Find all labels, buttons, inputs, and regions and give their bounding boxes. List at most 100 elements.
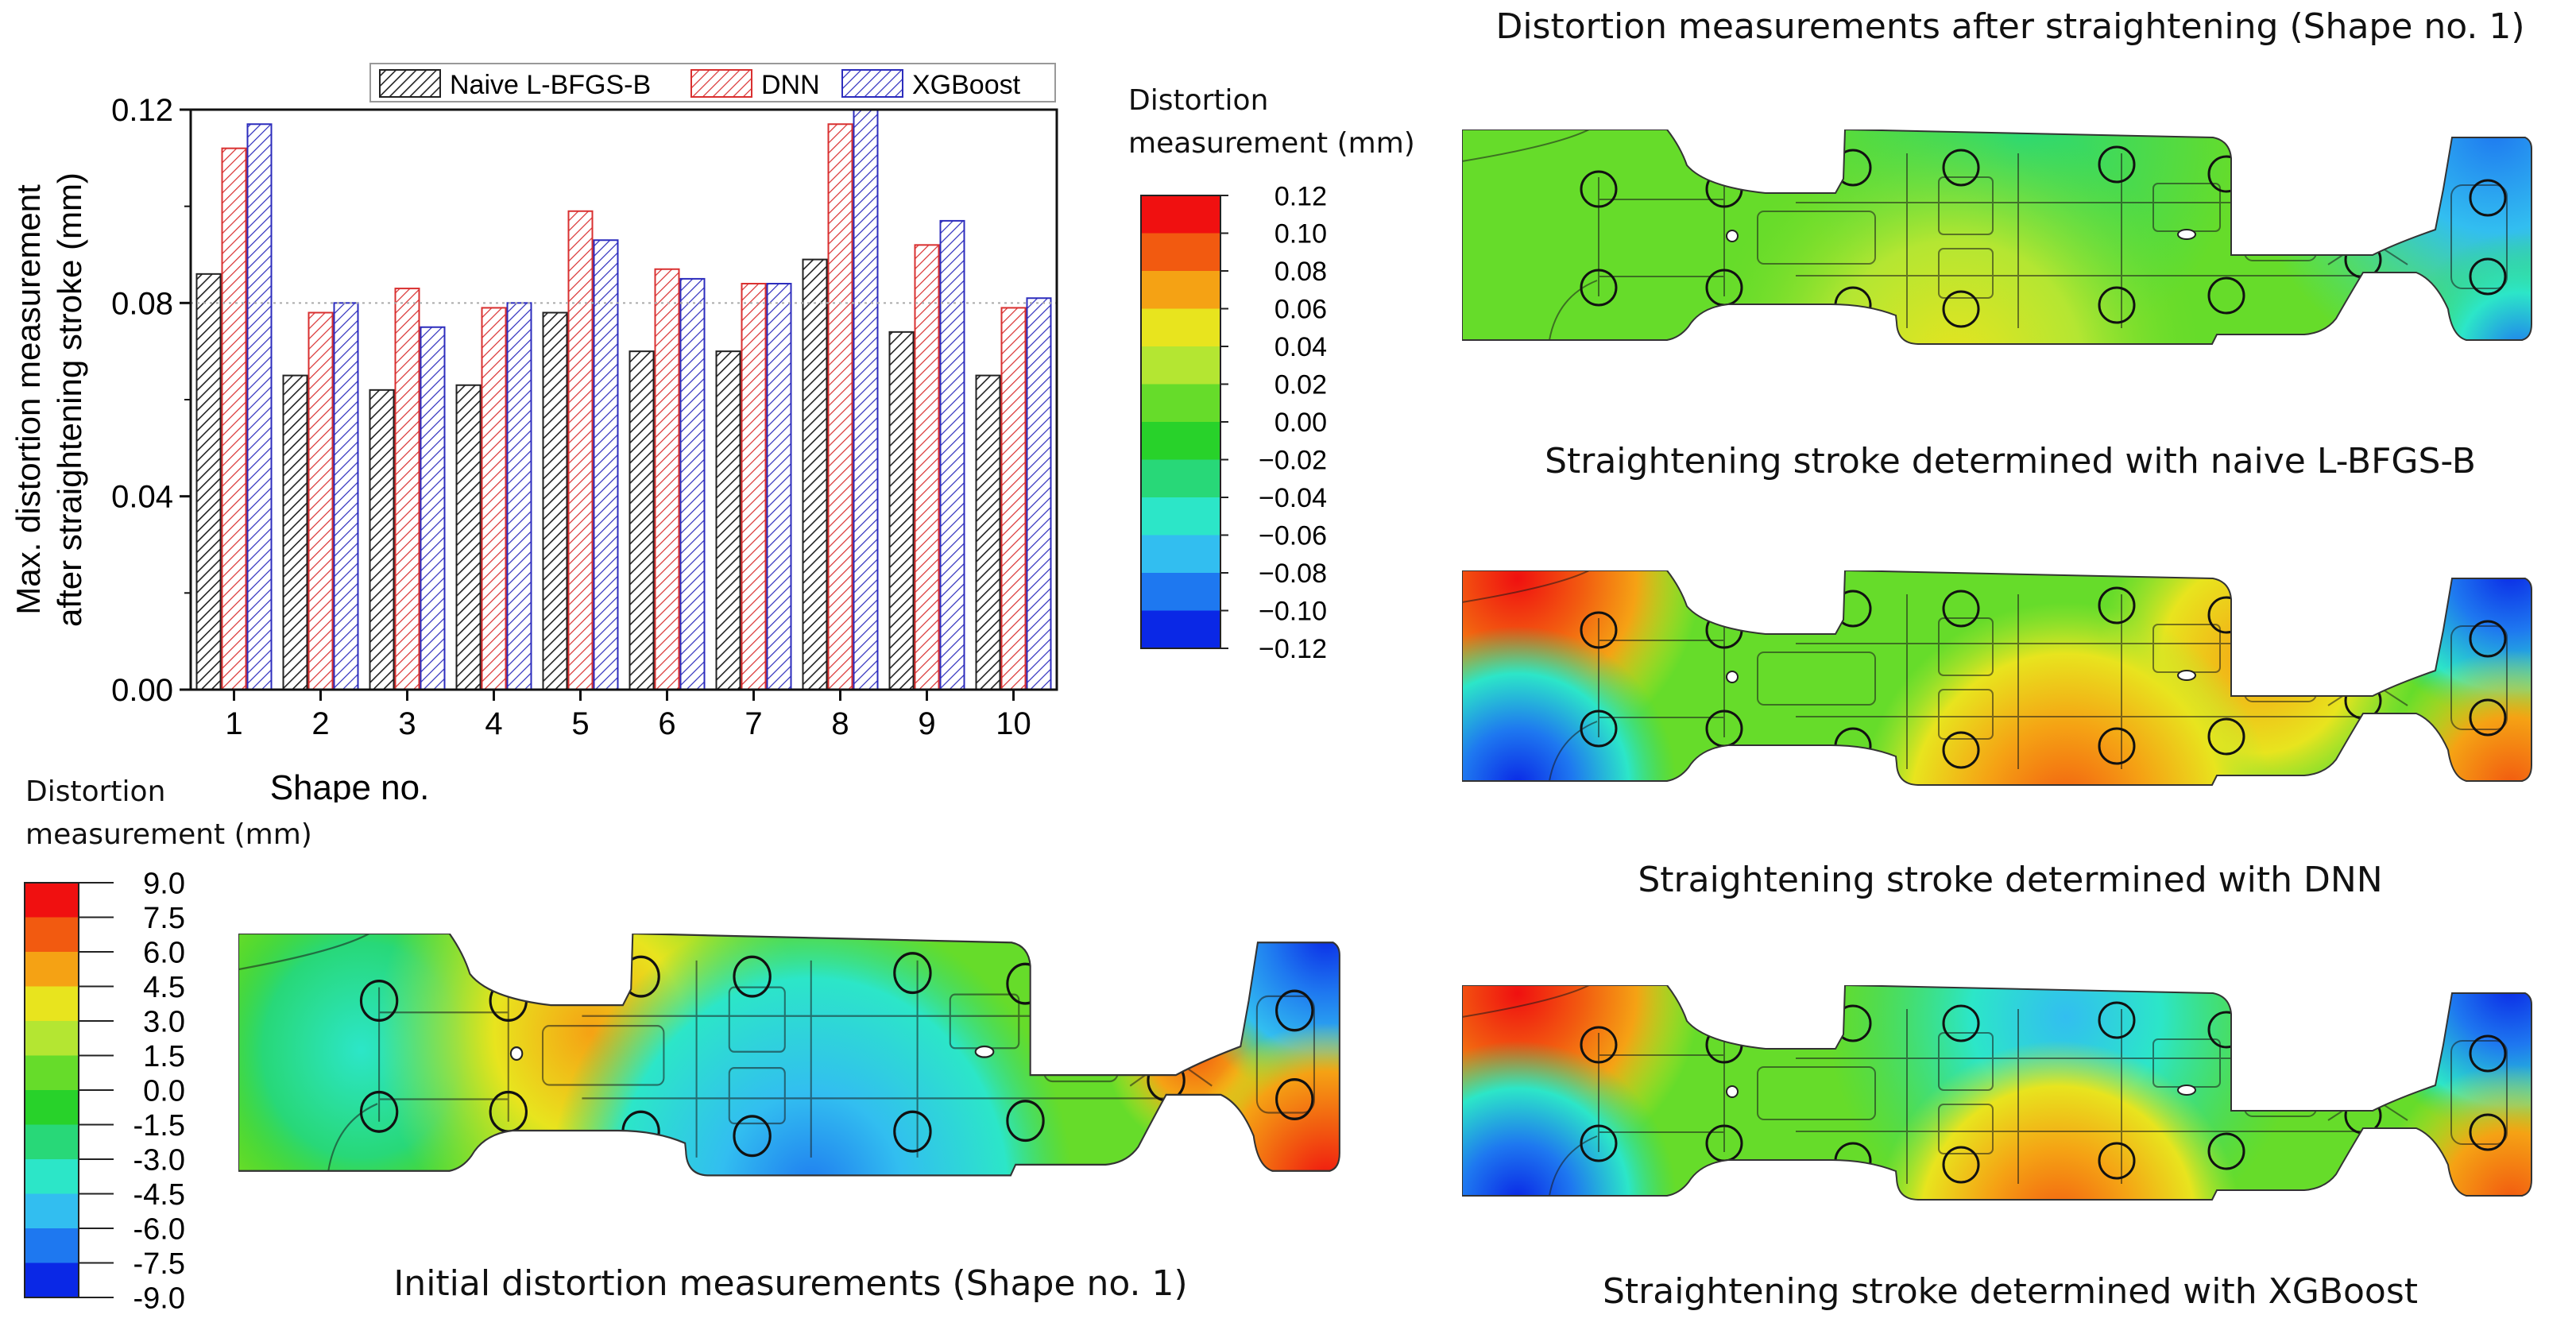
bar-xgboost-shape-5 bbox=[593, 239, 619, 690]
y-tick-label: 0.00 bbox=[111, 673, 173, 708]
bar-dnn-shape-1 bbox=[221, 147, 247, 690]
bar-naive-l-bfgs-b-shape-2 bbox=[282, 374, 308, 690]
bar-naive-l-bfgs-b-shape-5 bbox=[542, 311, 568, 690]
colorbar-large-title: Distortion measurement (mm) bbox=[25, 775, 312, 851]
x-tick-label: 2 bbox=[311, 706, 329, 741]
colorbar-label: -7.5 bbox=[133, 1247, 185, 1281]
x-tick-label: 10 bbox=[996, 706, 1031, 741]
colorbar-band bbox=[1141, 271, 1220, 309]
colorbar-label: 0.02 bbox=[1274, 370, 1327, 400]
colorbar-large: 9.07.56.04.53.01.50.0-1.5-3.0-4.5-6.0-7.… bbox=[24, 870, 185, 1315]
bar-xgboost-shape-6 bbox=[679, 277, 706, 690]
colorbar-label: −0.04 bbox=[1259, 483, 1327, 513]
x-tick-label: 7 bbox=[745, 706, 762, 741]
colorbar-label: -6.0 bbox=[133, 1213, 185, 1247]
colorbar-band bbox=[1141, 459, 1220, 497]
colorbar-band bbox=[25, 1055, 79, 1090]
legend-label: Naive L-BFGS-B bbox=[450, 70, 651, 100]
contour-plot-naive-lbfgsb bbox=[1462, 130, 2532, 345]
caption-xgboost: Straightening stroke determined with XGB… bbox=[1602, 1271, 2419, 1312]
colorbar-label: -9.0 bbox=[133, 1282, 185, 1315]
colorbar-band bbox=[25, 1124, 79, 1159]
colorbar-label: 9.0 bbox=[143, 870, 185, 901]
x-axis-ticks: 1 2 3 4 5 6 7 8 9 10 bbox=[225, 690, 1031, 741]
bar-xgboost-shape-10 bbox=[1026, 297, 1052, 690]
colorbar-label: -1.5 bbox=[133, 1109, 185, 1143]
colorbar-band bbox=[25, 917, 79, 952]
colorbar-label: 1.5 bbox=[143, 1040, 185, 1073]
bar-naive-l-bfgs-b-shape-3 bbox=[369, 389, 395, 690]
colorbar-band bbox=[1141, 233, 1220, 271]
colorbar-small-title: Distortion measurement (mm) bbox=[1128, 84, 1415, 160]
bar-dnn-shape-5 bbox=[567, 210, 594, 690]
colorbar-label: 0.04 bbox=[1274, 332, 1327, 362]
x-tick-label: 6 bbox=[658, 706, 675, 741]
svg-text:Max. distortion measurement: Max. distortion measurement bbox=[10, 184, 47, 615]
caption-naive-lbfgsb: Straightening stroke determined with nai… bbox=[1545, 441, 2476, 481]
bar-chart: 0.00 0.04 0.08 0.12 1 2 3 4 5 6 7 8 9 10 Shape no. M… bbox=[10, 63, 1058, 802]
legend: Naive L-BFGS-B DNN XGBoost bbox=[369, 63, 1056, 102]
x-tick-label: 5 bbox=[571, 706, 589, 741]
x-tick-label: 9 bbox=[918, 706, 935, 741]
contour-header: Distortion measurements after straighten… bbox=[1495, 6, 2525, 47]
bar-naive-l-bfgs-b-shape-9 bbox=[888, 331, 915, 690]
colorbar-label: -4.5 bbox=[133, 1178, 185, 1212]
legend-label: XGBoost bbox=[912, 70, 1021, 100]
colorbar-label: 0.12 bbox=[1274, 183, 1327, 211]
colorbar-label: 7.5 bbox=[143, 902, 185, 935]
colorbar-band bbox=[1141, 573, 1220, 611]
colorbar-band bbox=[1141, 308, 1220, 346]
bar-dnn-shape-8 bbox=[827, 123, 853, 690]
x-tick-label: 8 bbox=[831, 706, 849, 741]
bar-xgboost-shape-4 bbox=[506, 302, 532, 690]
bar-naive-l-bfgs-b-shape-8 bbox=[802, 258, 828, 691]
y-tick-label: 0.12 bbox=[111, 93, 173, 128]
bar-dnn-shape-4 bbox=[481, 307, 507, 690]
colorbar-band bbox=[1141, 422, 1220, 460]
colorbar-label: 4.5 bbox=[143, 971, 185, 1004]
colorbar-band bbox=[25, 1228, 79, 1263]
contour-plot-initial bbox=[238, 934, 1340, 1177]
y-axis-ticks: 0.00 0.04 0.08 0.12 bbox=[111, 93, 191, 708]
legend-label: DNN bbox=[761, 70, 820, 100]
colorbar-label: −0.02 bbox=[1259, 446, 1327, 476]
colorbar-band bbox=[25, 1090, 79, 1125]
bar-xgboost-shape-3 bbox=[420, 326, 446, 690]
colorbar-band bbox=[25, 1262, 79, 1297]
caption-dnn: Straightening stroke determined with DNN bbox=[1638, 860, 2383, 900]
bar-dnn-shape-3 bbox=[394, 288, 420, 690]
colorbar-band bbox=[1141, 195, 1220, 234]
colorbar-band bbox=[25, 1021, 79, 1056]
y-tick-label: 0.04 bbox=[111, 480, 173, 515]
bar-naive-l-bfgs-b-shape-4 bbox=[455, 384, 482, 690]
colorbar-label: −0.10 bbox=[1259, 597, 1327, 627]
colorbar-label: -3.0 bbox=[133, 1144, 185, 1177]
colorbar-label: 0.06 bbox=[1274, 295, 1327, 325]
colorbar-band bbox=[1141, 497, 1220, 536]
bar-dnn-shape-6 bbox=[654, 268, 680, 690]
svg-text:after straightening stroke (mm: after straightening stroke (mm) bbox=[51, 172, 88, 627]
colorbar-band bbox=[25, 952, 79, 987]
colorbar-label: 0.08 bbox=[1274, 257, 1327, 287]
legend-swatch bbox=[690, 69, 752, 98]
bar-naive-l-bfgs-b-shape-6 bbox=[629, 350, 655, 690]
colorbar-band bbox=[1141, 346, 1220, 385]
contour-plot-xgboost bbox=[1462, 985, 2532, 1201]
colorbar-band bbox=[25, 1193, 79, 1228]
colorbar-label: −0.12 bbox=[1259, 634, 1327, 664]
colorbar-label: 3.0 bbox=[143, 1006, 185, 1039]
bar-naive-l-bfgs-b-shape-10 bbox=[975, 374, 1001, 690]
colorbar-band bbox=[1141, 610, 1220, 648]
bar-dnn-shape-9 bbox=[914, 244, 940, 691]
bar-dnn-shape-7 bbox=[741, 283, 767, 690]
bar-xgboost-shape-2 bbox=[333, 302, 359, 690]
colorbar-label: −0.08 bbox=[1259, 559, 1327, 589]
colorbar-band bbox=[25, 883, 79, 918]
colorbar-small: 0.12 0.10 0.08 0.06 0.04 0.02 0.00 −0.02 −0.04 −0… bbox=[1140, 183, 1327, 664]
bar-series-group bbox=[195, 109, 1052, 691]
bar-xgboost-shape-7 bbox=[766, 283, 792, 690]
x-tick-label: 4 bbox=[485, 706, 502, 741]
legend-swatch bbox=[841, 69, 903, 98]
x-tick-label: 1 bbox=[225, 706, 242, 741]
colorbar-label: 6.0 bbox=[143, 937, 185, 970]
